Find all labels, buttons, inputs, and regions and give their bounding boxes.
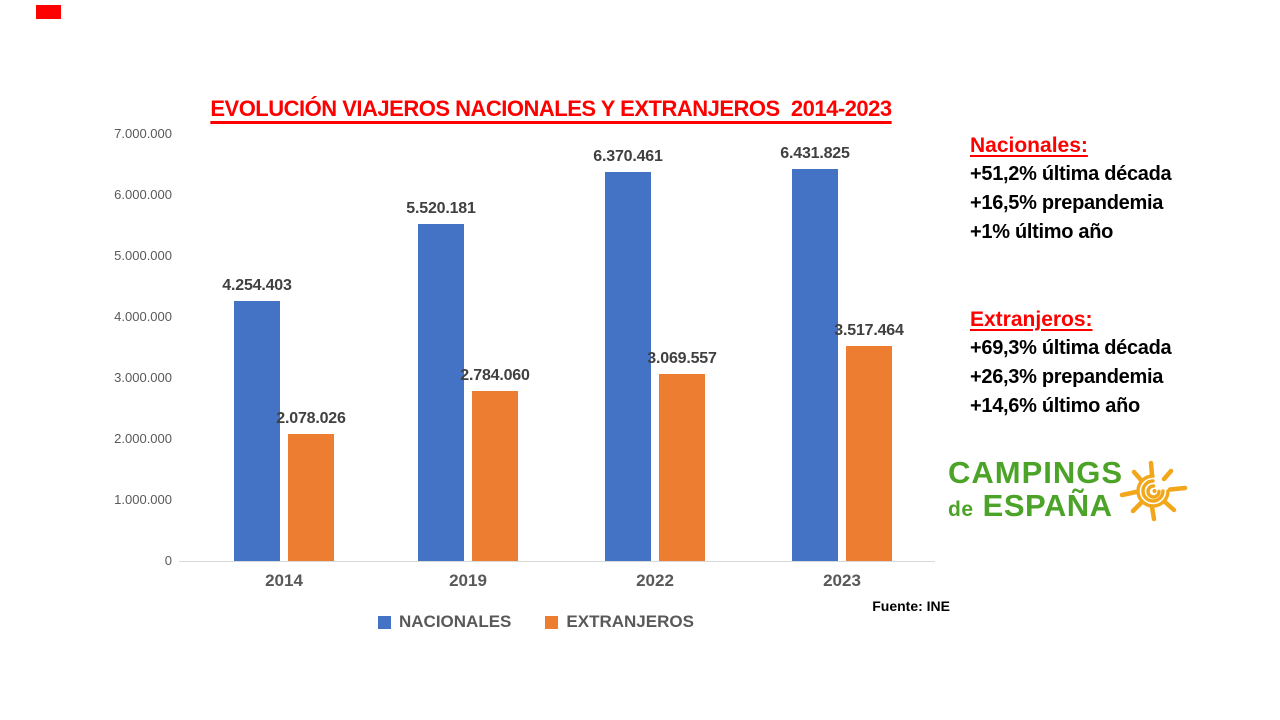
nacionales-line-decade: +51,2% última década	[970, 163, 1172, 185]
bar-value-label: 2.078.026	[276, 410, 346, 428]
bar-value-label: 4.254.403	[222, 277, 292, 295]
x-axis-label-2014: 2014	[265, 571, 303, 590]
bar-value-label: 3.069.557	[647, 349, 717, 367]
nacionales-line-prepandemic: +16,5% prepandemia	[970, 192, 1164, 214]
y-axis-tick-label: 7.000.000	[114, 126, 172, 141]
legend-label: NACIONALES	[399, 612, 512, 631]
y-axis-tick-label: 2.000.000	[114, 431, 172, 446]
legend-swatch-nacionales	[378, 615, 391, 629]
bar-nacionales-2014	[234, 301, 280, 561]
extranjeros-line-prepandemic: +26,3% prepandemia	[970, 366, 1164, 388]
bar-extranjeros-2023	[846, 346, 892, 561]
x-axis-label-2019: 2019	[449, 571, 487, 590]
logo-line2: de ESPAÑA	[948, 489, 1123, 526]
nacionales-heading: Nacionales:	[970, 134, 1088, 157]
legend-item-extranjeros: EXTRANJEROS	[545, 612, 694, 632]
x-axis-label-2022: 2022	[636, 571, 674, 590]
extranjeros-line-decade: +69,3% última década	[970, 337, 1172, 359]
source-note: Fuente: INE	[872, 598, 950, 614]
red-corner-mark	[36, 5, 61, 19]
nacionales-annotation: Nacionales: +51,2% última década +16,5% …	[970, 131, 1172, 247]
bar-value-label: 2.784.060	[460, 367, 530, 385]
legend-swatch-extranjeros	[545, 615, 559, 629]
bar-value-label: 5.520.181	[406, 200, 476, 218]
bar-nacionales-2019	[418, 224, 464, 561]
bar-extranjeros-2014	[288, 434, 334, 561]
y-axis-tick-label: 5.000.000	[114, 248, 172, 263]
legend-item-nacionales: NACIONALES	[378, 612, 511, 632]
y-axis-tick-label: 0	[164, 553, 172, 568]
y-axis-tick-label: 3.000.000	[114, 370, 172, 385]
chart-legend: NACIONALES EXTRANJEROS	[378, 612, 694, 632]
extranjeros-line-lastyear: +14,6% último año	[970, 395, 1140, 417]
spiral-sun-icon	[1119, 460, 1188, 522]
sun-spiral	[1136, 474, 1170, 508]
bar-nacionales-2022	[605, 172, 651, 561]
bar-value-label: 6.370.461	[593, 148, 663, 166]
bar-nacionales-2023	[792, 168, 838, 561]
bar-extranjeros-2022	[659, 373, 705, 561]
y-axis-tick-label: 6.000.000	[114, 187, 172, 202]
nacionales-line-lastyear: +1% último año	[970, 221, 1114, 243]
chart-title-wrap: EVOLUCIÓN VIAJEROS NACIONALES Y EXTRANJE…	[160, 96, 942, 122]
bar-value-label: 3.517.464	[834, 322, 904, 340]
chart-title: EVOLUCIÓN VIAJEROS NACIONALES Y EXTRANJE…	[210, 96, 892, 121]
logo-line1: CAMPINGS	[948, 455, 1124, 490]
x-axis-line	[179, 561, 935, 562]
campings-espana-logo: CAMPINGS de ESPAÑA	[948, 452, 1191, 530]
x-axis-label-2023: 2023	[823, 571, 861, 590]
legend-label: EXTRANJEROS	[566, 612, 694, 631]
y-axis-tick-label: 4.000.000	[114, 309, 172, 324]
bar-value-label: 6.431.825	[780, 144, 850, 162]
logo-de: de	[948, 498, 974, 521]
extranjeros-heading: Extranjeros:	[970, 308, 1093, 331]
bar-extranjeros-2019	[472, 391, 518, 561]
logo-espana: ESPAÑA	[982, 488, 1113, 523]
logo-text: CAMPINGS de ESPAÑA	[948, 456, 1123, 526]
y-axis-tick-label: 1.000.000	[114, 492, 172, 507]
sun-rays	[1119, 460, 1188, 522]
extranjeros-annotation: Extranjeros: +69,3% última década +26,3%…	[970, 305, 1172, 421]
